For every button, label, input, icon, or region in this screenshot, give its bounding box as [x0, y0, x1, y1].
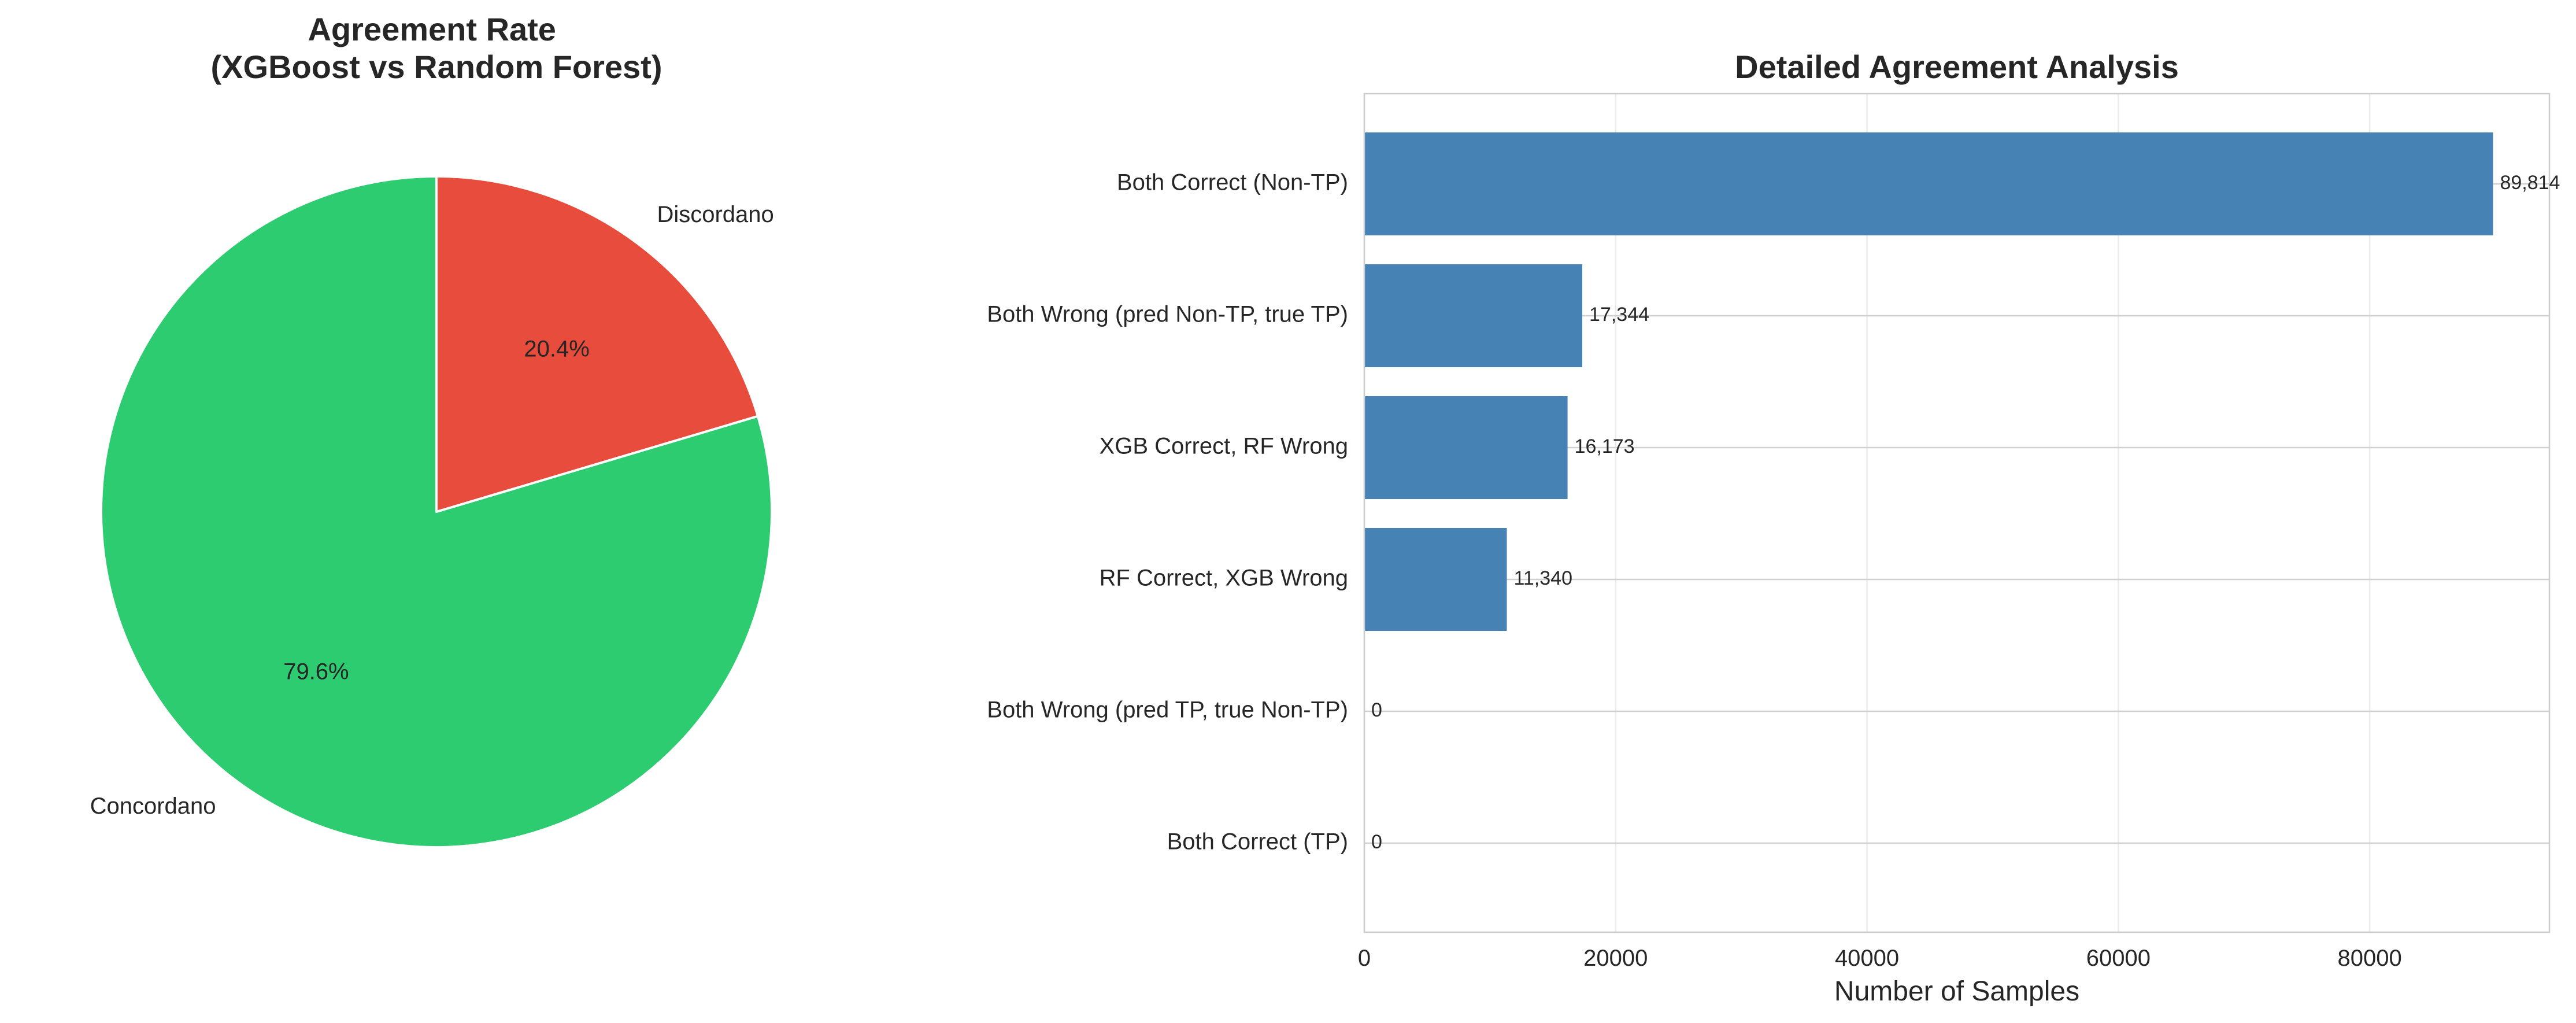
bar-category-label-both-wrong-pred-non-tp-true-tp: Both Wrong (pred Non-TP, true TP)	[987, 302, 1348, 327]
bar-value-label-both-wrong-pred-non-tp-true-tp: 17,344	[1589, 304, 1649, 326]
pie-slice-discordano	[435, 175, 759, 513]
x-tick-label-80000: 80000	[2338, 946, 2402, 971]
pie-labels: Discordano 20.4% Concordano 79.6%	[90, 202, 774, 819]
pie-label-discordano: Discordano	[657, 202, 773, 227]
bar-value-labels: 89,814 17,344 16,173 11,340 0 0	[1371, 172, 2560, 853]
bar-xgb-correct-rf-wrong	[1364, 396, 1568, 499]
pie-slice-concordano	[100, 175, 773, 848]
pie-slices	[100, 175, 773, 848]
bar-x-tick-labels: 0 20000 40000 60000 80000	[1358, 946, 2402, 971]
bar-category-label-both-wrong-pred-tp-true-non-tp: Both Wrong (pred TP, true Non-TP)	[987, 697, 1348, 723]
x-tick-label-20000: 20000	[1583, 946, 1648, 971]
pie-label-concordano: Concordano	[90, 793, 216, 819]
bar-x-axis-label: Number of Samples	[1834, 976, 2079, 1007]
pie-chart-title-line-2: (XGBoost vs Random Forest)	[211, 49, 662, 85]
bar-category-label-both-correct-non-tp: Both Correct (Non-TP)	[1117, 170, 1348, 195]
pie-percent-concordano: 79.6%	[283, 659, 349, 685]
bar-rf-correct-xgb-wrong	[1364, 528, 1507, 631]
bar-both-correct-non-tp	[1364, 132, 2493, 235]
bar-both-wrong-pred-non-tp-true-tp	[1364, 264, 1583, 367]
x-tick-label-40000: 40000	[1835, 946, 1899, 971]
pie-percent-discordano: 20.4%	[524, 337, 589, 362]
bar-chart-frame	[1363, 93, 2551, 933]
x-tick-label-60000: 60000	[2086, 946, 2151, 971]
bar-chart-bars	[1364, 132, 2493, 631]
bar-category-labels: Both Correct (Non-TP) Both Wrong (pred No…	[987, 170, 1348, 855]
bar-category-label-both-correct-tp: Both Correct (TP)	[1167, 829, 1348, 855]
bar-chart-panel: Detailed Agreement Analysis 89,814 17,344…	[987, 49, 2560, 1007]
bar-value-label-both-wrong-pred-tp-true-non-tp: 0	[1371, 699, 1382, 721]
bar-category-label-xgb-correct-rf-wrong: XGB Correct, RF Wrong	[1100, 434, 1348, 459]
bar-value-label-both-correct-tp: 0	[1371, 831, 1382, 853]
x-tick-label-0: 0	[1358, 946, 1371, 971]
bar-value-label-rf-correct-xgb-wrong: 11,340	[1514, 567, 1572, 589]
bar-chart-title: Detailed Agreement Analysis	[1735, 49, 2179, 85]
pie-chart-title: Agreement Rate (XGBoost vs Random Forest…	[211, 11, 662, 85]
bar-category-label-rf-correct-xgb-wrong: RF Correct, XGB Wrong	[1100, 566, 1348, 591]
pie-chart-title-line-1: Agreement Rate	[308, 11, 556, 47]
pie-chart-panel: Agreement Rate (XGBoost vs Random Forest…	[90, 11, 774, 848]
bar-value-label-xgb-correct-rf-wrong: 16,173	[1575, 435, 1635, 457]
bar-value-label-both-correct-non-tp: 89,814	[2500, 172, 2560, 194]
